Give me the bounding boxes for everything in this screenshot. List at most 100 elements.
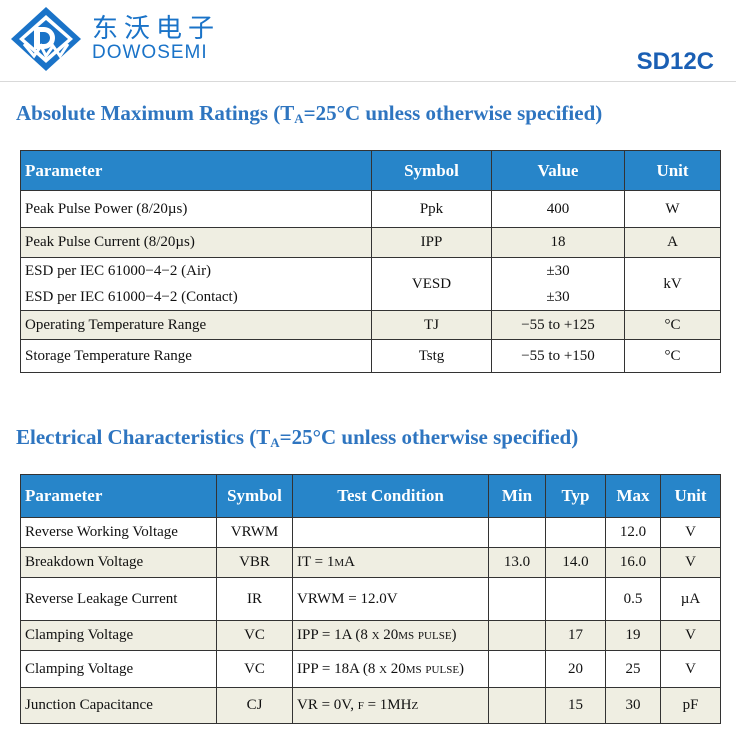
- unit-cell: kV: [624, 257, 721, 311]
- min-cell: [488, 620, 546, 651]
- min-cell: [488, 650, 546, 688]
- col-header-parameter: Parameter: [20, 474, 217, 518]
- unit-cell: µA: [660, 577, 721, 621]
- param-cell: Junction Capacitance: [20, 687, 217, 724]
- typ-cell: 20: [545, 650, 606, 688]
- typ-cell: 15: [545, 687, 606, 724]
- value-cell: 400: [491, 190, 625, 228]
- param-cell: Operating Temperature Range: [20, 310, 372, 340]
- param-cell: Storage Temperature Range: [20, 339, 372, 373]
- unit-cell: W: [624, 190, 721, 228]
- symbol-cell: VC: [216, 620, 293, 651]
- param-cell: Clamping Voltage: [20, 650, 217, 688]
- unit-cell: V: [660, 547, 721, 578]
- min-cell: [488, 517, 546, 548]
- value-contact: ±30: [546, 289, 570, 305]
- min-cell: [488, 687, 546, 724]
- dowosemi-logo-icon: [11, 7, 81, 71]
- max-cell: 12.0: [605, 517, 661, 548]
- param-cell: Clamping Voltage: [20, 620, 217, 651]
- max-cell: 16.0: [605, 547, 661, 578]
- max-cell: 0.5: [605, 577, 661, 621]
- param-cell: Reverse Leakage Current: [20, 577, 217, 621]
- typ-cell: 17: [545, 620, 606, 651]
- typ-cell: [545, 577, 606, 621]
- table-row: Junction Capacitance CJ VR = 0V, f = 1MH…: [20, 687, 721, 724]
- page-header: 东沃电子 DOWOSEMI SD12C: [0, 0, 736, 82]
- symbol-cell: IR: [216, 577, 293, 621]
- abs-max-table: Parameter Symbol Value Unit Peak Pulse P…: [20, 150, 721, 373]
- table-row: Reverse Leakage Current IR VRWM = 12.0V …: [20, 577, 721, 621]
- table-row: Peak Pulse Current (8/20µs) IPP 18 A: [20, 227, 721, 258]
- col-header-parameter: Parameter: [20, 150, 372, 191]
- param-cell: Reverse Working Voltage: [20, 517, 217, 548]
- table-row: Peak Pulse Power (8/20µs) Ppk 400 W: [20, 190, 721, 228]
- col-header-unit: Unit: [624, 150, 721, 191]
- symbol-cell: IPP: [371, 227, 492, 258]
- col-header-min: Min: [488, 474, 546, 518]
- unit-cell: A: [624, 227, 721, 258]
- param-contact: ESD per IEC 61000−4−2 (Contact): [25, 289, 238, 305]
- col-header-test-condition: Test Condition: [292, 474, 489, 518]
- symbol-cell: VC: [216, 650, 293, 688]
- table-header-row: Parameter Symbol Test Condition Min Typ …: [20, 474, 721, 518]
- brand-name-cn: 东沃电子: [92, 14, 221, 44]
- part-number: SD12C: [636, 48, 714, 75]
- value-cell: −55 to +125: [491, 310, 625, 340]
- value-cell: −55 to +150: [491, 339, 625, 373]
- value-air: ±30: [546, 263, 570, 279]
- max-cell: 30: [605, 687, 661, 724]
- col-header-typ: Typ: [545, 474, 606, 518]
- max-cell: 19: [605, 620, 661, 651]
- value-cell: ±30 ±30: [491, 257, 625, 311]
- table-row: Reverse Working Voltage VRWM 12.0 V: [20, 517, 721, 548]
- condition-cell: IT = 1mA: [292, 547, 489, 578]
- symbol-cell: VBR: [216, 547, 293, 578]
- col-header-symbol: Symbol: [371, 150, 492, 191]
- value-cell: 18: [491, 227, 625, 258]
- min-cell: 13.0: [488, 547, 546, 578]
- unit-cell: pF: [660, 687, 721, 724]
- typ-cell: 14.0: [545, 547, 606, 578]
- symbol-cell: VRWM: [216, 517, 293, 548]
- max-cell: 25: [605, 650, 661, 688]
- unit-cell: V: [660, 517, 721, 548]
- table-row: Clamping Voltage VC IPP = 1A (8 x 20µs p…: [20, 620, 721, 651]
- unit-cell: V: [660, 620, 721, 651]
- condition-cell: VR = 0V, f = 1MHz: [292, 687, 489, 724]
- condition-cell: IPP = 18A (8 x 20µs pulse): [292, 650, 489, 688]
- unit-cell: °C: [624, 310, 721, 340]
- col-header-unit: Unit: [660, 474, 721, 518]
- table-row: Operating Temperature Range TJ −55 to +1…: [20, 310, 721, 340]
- col-header-symbol: Symbol: [216, 474, 293, 518]
- col-header-value: Value: [491, 150, 625, 191]
- symbol-cell: Tstg: [371, 339, 492, 373]
- elec-table: Parameter Symbol Test Condition Min Typ …: [20, 474, 721, 724]
- param-air: ESD per IEC 61000−4−2 (Air): [25, 263, 212, 279]
- table-row: ESD per IEC 61000−4−2 (Air) ESD per IEC 6…: [20, 257, 721, 311]
- table-row: Storage Temperature Range Tstg −55 to +1…: [20, 339, 721, 373]
- table-row: Clamping Voltage VC IPP = 18A (8 x 20µs …: [20, 650, 721, 688]
- param-cell: Breakdown Voltage: [20, 547, 217, 578]
- table-header-row: Parameter Symbol Value Unit: [20, 150, 721, 191]
- param-cell: ESD per IEC 61000−4−2 (Air) ESD per IEC 6…: [20, 257, 372, 311]
- param-cell: Peak Pulse Power (8/20µs): [20, 190, 372, 228]
- condition-cell: VRWM = 12.0V: [292, 577, 489, 621]
- typ-cell: [545, 517, 606, 548]
- condition-cell: IPP = 1A (8 x 20µs pulse): [292, 620, 489, 651]
- header-divider: [0, 81, 736, 82]
- symbol-cell: TJ: [371, 310, 492, 340]
- symbol-cell: CJ: [216, 687, 293, 724]
- brand-name-en: DOWOSEMI: [92, 42, 208, 63]
- table-row: Breakdown Voltage VBR IT = 1mA 13.0 14.0…: [20, 547, 721, 578]
- min-cell: [488, 577, 546, 621]
- symbol-cell: VESD: [371, 257, 492, 311]
- elec-title: Electrical Characteristics (TA=25°C unle…: [16, 425, 579, 450]
- abs-max-title: Absolute Maximum Ratings (TA=25°C unless…: [16, 101, 603, 126]
- condition-cell: [292, 517, 489, 548]
- unit-cell: V: [660, 650, 721, 688]
- unit-cell: °C: [624, 339, 721, 373]
- param-cell: Peak Pulse Current (8/20µs): [20, 227, 372, 258]
- col-header-max: Max: [605, 474, 661, 518]
- symbol-cell: Ppk: [371, 190, 492, 228]
